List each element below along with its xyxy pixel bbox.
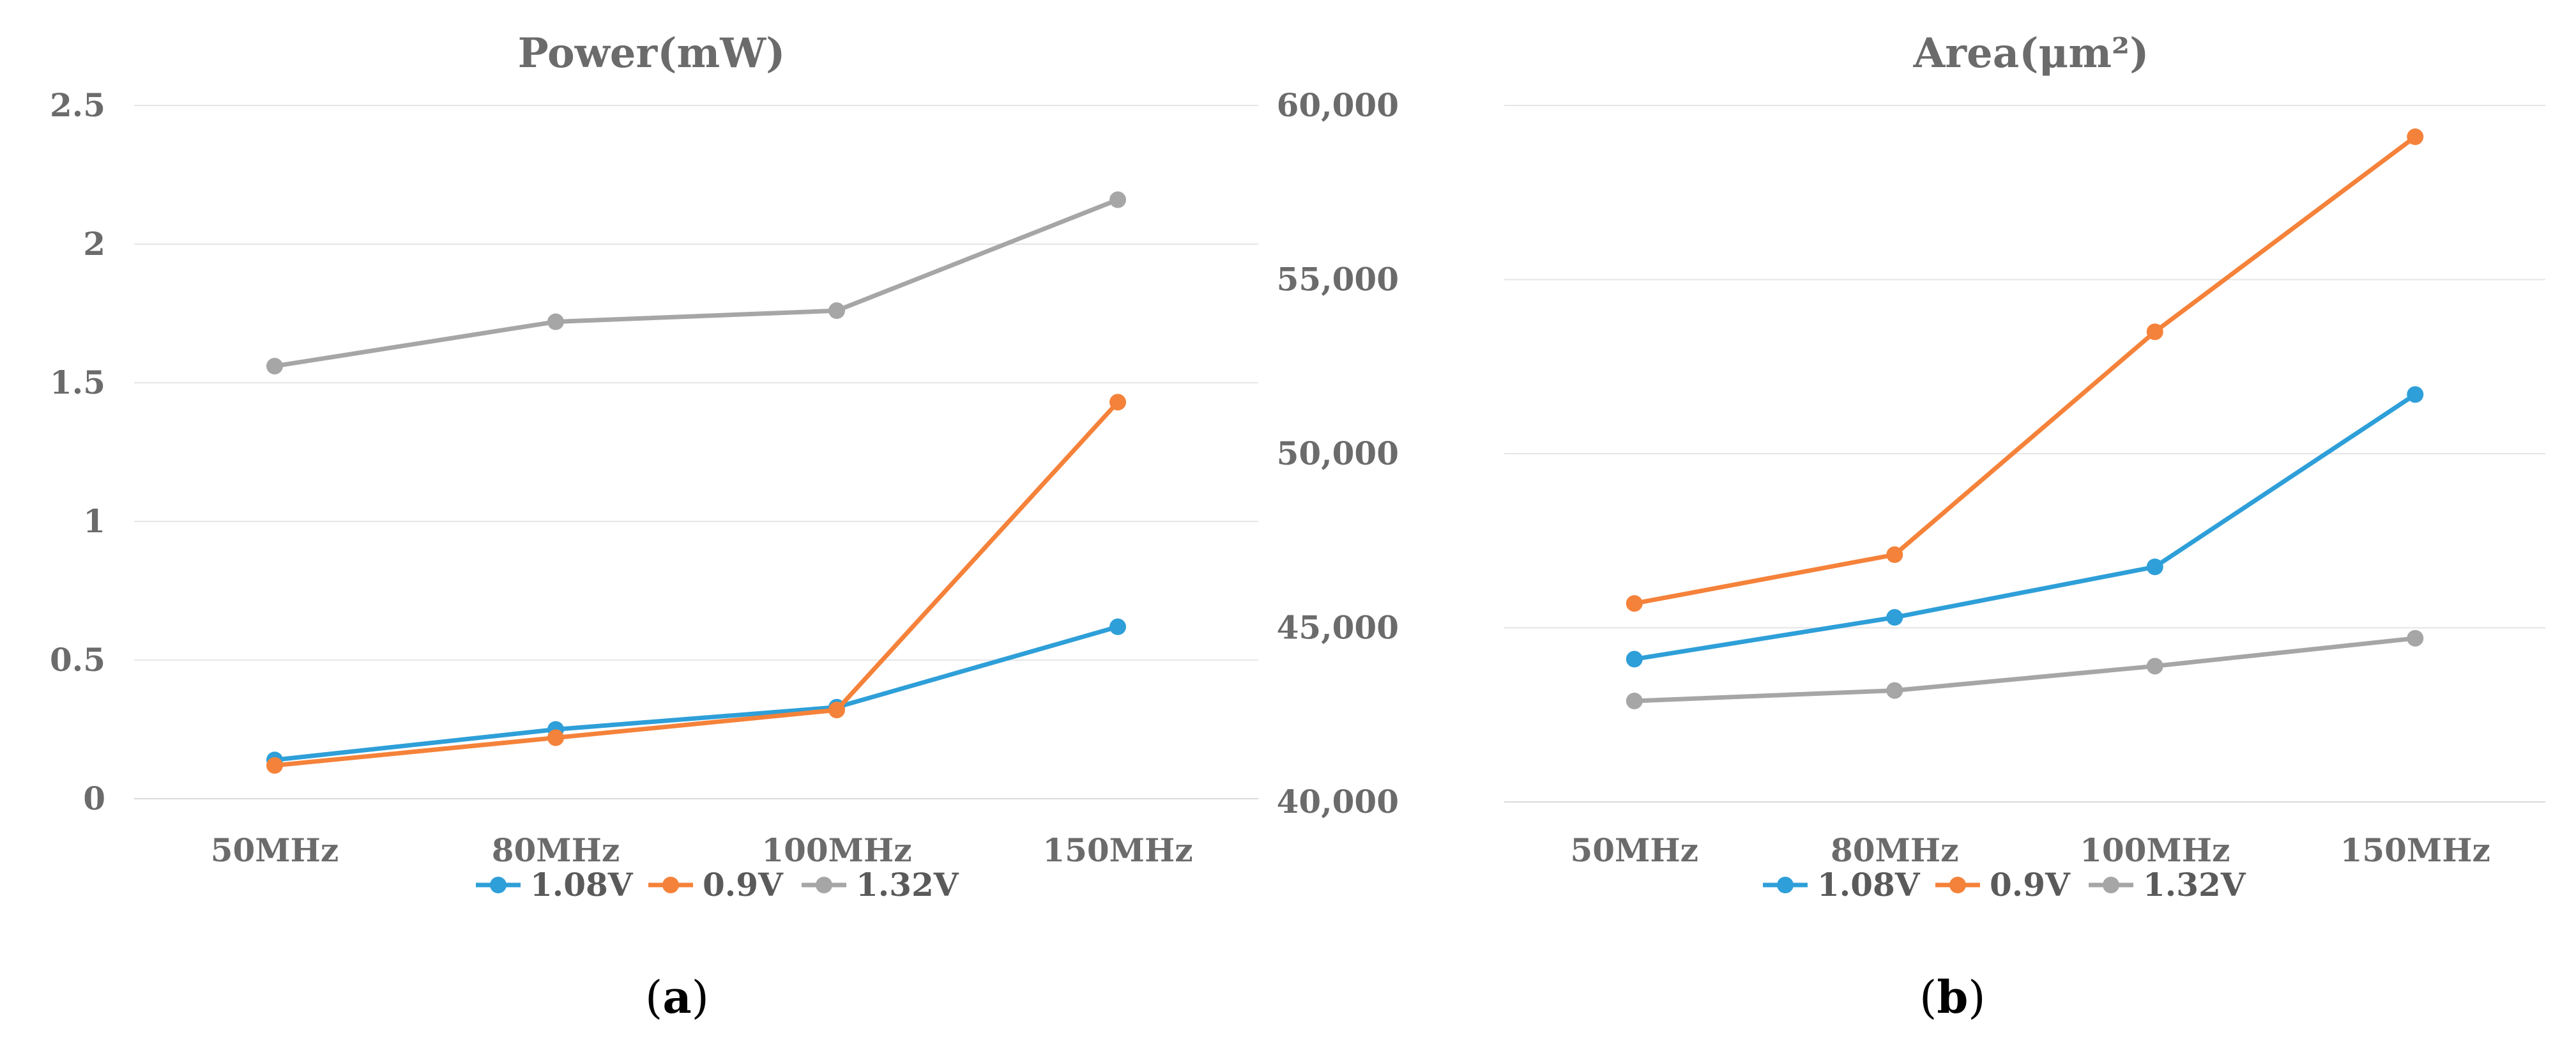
data-point-0.9V bbox=[2146, 323, 2163, 341]
legend-item: 0.9V bbox=[1935, 866, 2071, 904]
legend-label: 1.08V bbox=[530, 866, 634, 904]
data-point-1.32V bbox=[2407, 629, 2424, 647]
y-tick-label: 0.5 bbox=[50, 641, 105, 679]
data-point-0.9V bbox=[266, 757, 283, 774]
legend-label: 1.08V bbox=[1817, 866, 1921, 904]
data-point-1.32V bbox=[1886, 682, 1903, 699]
y-tick-label: 45,000 bbox=[1277, 609, 1399, 647]
y-tick-label: 55,000 bbox=[1277, 261, 1399, 298]
panel-caption: (a) bbox=[645, 971, 709, 1024]
y-tick-label: 50,000 bbox=[1277, 435, 1399, 472]
y-tick-label: 1 bbox=[83, 502, 105, 540]
series-line-0.9V bbox=[272, 399, 1120, 768]
data-point-1.32V bbox=[1109, 191, 1126, 208]
x-tick-label: 80MHz bbox=[492, 831, 620, 869]
y-tick-label: 0 bbox=[83, 780, 105, 817]
legend-item: 1.08V bbox=[476, 866, 634, 904]
x-tick-label: 80MHz bbox=[1831, 831, 1959, 869]
data-point-1.08V bbox=[2407, 386, 2424, 403]
data-point-1.32V bbox=[266, 357, 283, 374]
data-point-1.32V bbox=[828, 302, 845, 319]
data-point-1.08V bbox=[1886, 609, 1903, 626]
legend-label: 1.32V bbox=[856, 866, 959, 904]
y-tick-label: 60,000 bbox=[1277, 86, 1399, 124]
legend-marker bbox=[816, 877, 832, 893]
legend-item: 0.9V bbox=[648, 866, 784, 904]
legend-marker bbox=[1777, 877, 1794, 893]
legend-item: 1.32V bbox=[2089, 866, 2246, 904]
data-point-0.9V bbox=[2407, 128, 2424, 146]
data-point-0.9V bbox=[1886, 546, 1903, 564]
data-point-0.9V bbox=[547, 729, 564, 746]
y-tick-label: 2.5 bbox=[50, 86, 105, 124]
legend-marker bbox=[1949, 877, 1966, 893]
data-point-1.32V bbox=[2146, 658, 2163, 675]
legend-marker bbox=[2103, 877, 2119, 893]
y-tick-label: 2 bbox=[83, 225, 105, 263]
x-tick-label: 100MHz bbox=[761, 831, 911, 869]
y-tick-label: 1.5 bbox=[50, 364, 105, 401]
data-point-0.9V bbox=[828, 702, 845, 719]
legend-item: 1.08V bbox=[1763, 866, 1921, 904]
x-tick-label: 150MHz bbox=[2340, 831, 2490, 869]
series-line-1.32V bbox=[1632, 636, 2418, 704]
x-tick-label: 50MHz bbox=[1570, 831, 1698, 869]
x-tick-label: 150MHz bbox=[1042, 831, 1193, 869]
series-line-1.08V bbox=[272, 624, 1120, 762]
legend-item: 1.32V bbox=[802, 866, 959, 904]
chart-area: Area(μm²) 40,000 45,000 50,000 55,000 60,000 5… bbox=[1277, 29, 2545, 1024]
data-point-1.08V bbox=[1626, 650, 1643, 668]
data-point-0.9V bbox=[1109, 394, 1126, 411]
legend-marker bbox=[662, 877, 679, 893]
y-tick-label: 40,000 bbox=[1277, 783, 1399, 820]
data-point-1.08V bbox=[2146, 558, 2163, 576]
x-tick-label: 100MHz bbox=[2080, 831, 2230, 869]
data-point-0.9V bbox=[1626, 595, 1643, 612]
chart-title: Area(μm²) bbox=[1913, 29, 2149, 77]
legend-label: 0.9V bbox=[1990, 866, 2071, 904]
x-tick-label: 50MHz bbox=[211, 831, 339, 869]
series-line-1.32V bbox=[272, 197, 1120, 369]
chart-power: Power(mW) 0 0.5 1 1.5 2 2.5 50MHz 80MHz 100MHz 150… bbox=[50, 29, 1258, 1024]
data-point-1.08V bbox=[1109, 618, 1126, 635]
panel-caption: (b) bbox=[1919, 971, 1986, 1024]
legend-marker bbox=[490, 877, 507, 893]
series-line-0.9V bbox=[1632, 134, 2418, 606]
data-point-1.32V bbox=[1626, 692, 1643, 709]
legend-label: 1.32V bbox=[2143, 866, 2246, 904]
series-line-1.08V bbox=[1632, 392, 2418, 662]
data-point-1.32V bbox=[547, 313, 564, 330]
chart-title: Power(mW) bbox=[518, 29, 786, 77]
legend-label: 0.9V bbox=[703, 866, 784, 904]
